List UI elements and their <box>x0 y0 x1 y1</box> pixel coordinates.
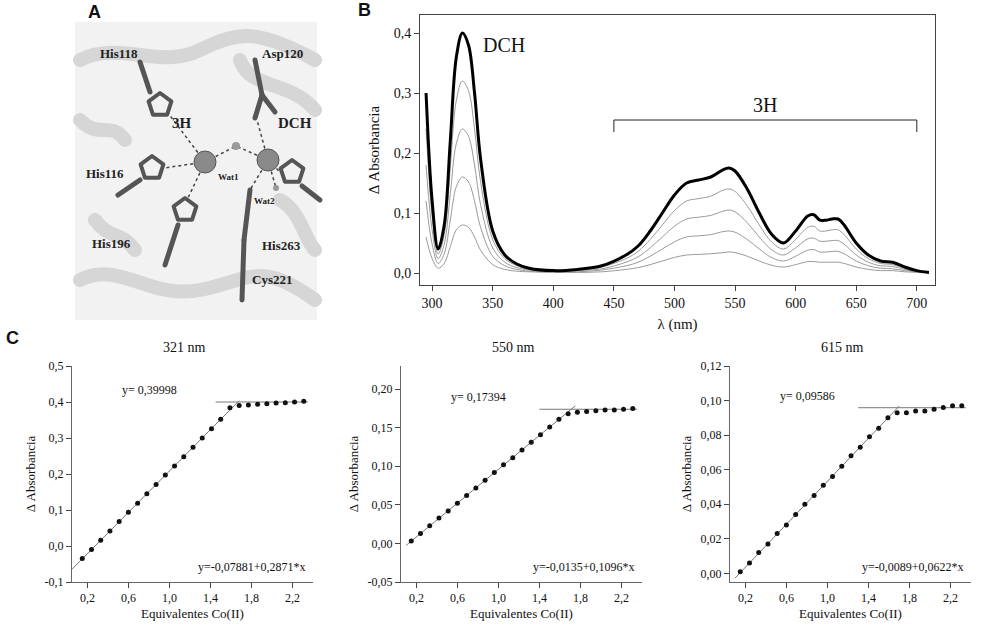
svg-text:Wat1: Wat1 <box>218 172 239 182</box>
svg-text:0,5: 0,5 <box>49 359 64 373</box>
svg-text:1,0: 1,0 <box>491 591 506 605</box>
svg-text:0,1: 0,1 <box>49 503 64 517</box>
svg-text:0,04: 0,04 <box>701 497 722 511</box>
svg-text:1,8: 1,8 <box>573 591 588 605</box>
svg-text:His263: His263 <box>262 238 301 253</box>
svg-text:y= 0,39998: y= 0,39998 <box>122 383 177 397</box>
svg-text:Asp120: Asp120 <box>262 46 303 61</box>
svg-text:1,8: 1,8 <box>244 591 259 605</box>
svg-text:1,8: 1,8 <box>902 591 917 605</box>
svg-text:2,2: 2,2 <box>285 591 300 605</box>
svg-text:0,2: 0,2 <box>409 591 424 605</box>
svg-text:0,2: 0,2 <box>394 146 412 161</box>
svg-text:0,4: 0,4 <box>394 26 412 41</box>
svg-text:400: 400 <box>543 296 564 311</box>
html-text:B: B <box>358 0 371 20</box>
svg-text:Δ Absorbancia: Δ Absorbancia <box>366 105 382 194</box>
svg-text:0,10: 0,10 <box>372 459 393 473</box>
svg-text:Equivalentes Co(II): Equivalentes Co(II) <box>799 606 902 621</box>
svg-text:His196: His196 <box>92 236 131 251</box>
svg-text:-0,05: -0,05 <box>368 575 393 589</box>
svg-text:Δ Absorbancia: Δ Absorbancia <box>679 435 694 512</box>
svg-text:3H: 3H <box>753 94 777 116</box>
svg-text:550 nm: 550 nm <box>492 340 535 355</box>
svg-text:350: 350 <box>482 296 503 311</box>
svg-text:0,10: 0,10 <box>701 394 722 408</box>
svg-text:300: 300 <box>422 296 443 311</box>
svg-text:0,05: 0,05 <box>372 498 393 512</box>
svg-text:0,1: 0,1 <box>394 206 412 221</box>
svg-text:y=-0,0089+0,0622*x: y=-0,0089+0,0622*x <box>862 560 964 574</box>
svg-text:700: 700 <box>906 296 927 311</box>
svg-text:-0,1: -0,1 <box>45 575 64 589</box>
svg-text:0,6: 0,6 <box>779 591 794 605</box>
svg-text:Equivalentes Co(II): Equivalentes Co(II) <box>470 606 573 621</box>
svg-text:0,2: 0,2 <box>80 591 95 605</box>
svg-text:Δ Absorbancia: Δ Absorbancia <box>346 435 361 512</box>
svg-text:λ (nm): λ (nm) <box>657 316 697 333</box>
svg-text:y= 0,09586: y= 0,09586 <box>780 389 835 403</box>
html-text:A: A <box>88 2 101 22</box>
svg-text:0,3: 0,3 <box>49 431 64 445</box>
svg-text:3H: 3H <box>172 115 192 131</box>
svg-text:1,4: 1,4 <box>203 591 218 605</box>
svg-text:500: 500 <box>664 296 685 311</box>
html-text:C: C <box>6 328 19 348</box>
svg-text:DCH: DCH <box>483 34 525 56</box>
svg-text:600: 600 <box>785 296 806 311</box>
svg-text:Δ Absorbancia: Δ Absorbancia <box>23 435 38 512</box>
svg-text:y=-0,07881+0,2871*x: y=-0,07881+0,2871*x <box>198 560 306 574</box>
svg-text:0,08: 0,08 <box>701 428 722 442</box>
svg-text:0,6: 0,6 <box>121 591 136 605</box>
svg-text:0,4: 0,4 <box>49 395 64 409</box>
svg-text:1,4: 1,4 <box>861 591 876 605</box>
svg-text:2,2: 2,2 <box>614 591 629 605</box>
svg-text:0,02: 0,02 <box>701 532 722 546</box>
svg-text:0,3: 0,3 <box>394 86 412 101</box>
svg-text:450: 450 <box>603 296 624 311</box>
svg-text:650: 650 <box>846 296 867 311</box>
svg-text:His116: His116 <box>86 166 124 181</box>
svg-text:DCH: DCH <box>278 115 312 131</box>
svg-text:1,0: 1,0 <box>162 591 177 605</box>
svg-text:0,20: 0,20 <box>372 382 393 396</box>
svg-text:Wat2: Wat2 <box>254 196 275 206</box>
svg-text:0,2: 0,2 <box>738 591 753 605</box>
svg-text:0,15: 0,15 <box>372 421 393 435</box>
svg-text:0,00: 0,00 <box>372 537 393 551</box>
svg-text:0,12: 0,12 <box>701 359 722 373</box>
svg-text:Cys221: Cys221 <box>252 272 292 287</box>
svg-text:1,0: 1,0 <box>820 591 835 605</box>
svg-text:615 nm: 615 nm <box>821 340 864 355</box>
svg-text:Equivalentes Co(II): Equivalentes Co(II) <box>141 606 244 621</box>
svg-text:1,4: 1,4 <box>532 591 547 605</box>
svg-text:y=-0,0135+0,1096*x: y=-0,0135+0,1096*x <box>533 560 635 574</box>
svg-text:2,2: 2,2 <box>943 591 958 605</box>
svg-text:His118: His118 <box>100 46 138 61</box>
svg-text:0,0: 0,0 <box>394 266 412 281</box>
svg-text:y= 0,17394: y= 0,17394 <box>451 390 506 404</box>
svg-text:0,00: 0,00 <box>701 567 722 581</box>
svg-text:0,06: 0,06 <box>701 463 722 477</box>
svg-text:0,2: 0,2 <box>49 467 64 481</box>
svg-text:550: 550 <box>725 296 746 311</box>
svg-text:321 nm: 321 nm <box>163 340 206 355</box>
svg-text:0,6: 0,6 <box>450 591 465 605</box>
svg-text:0,0: 0,0 <box>49 539 64 553</box>
